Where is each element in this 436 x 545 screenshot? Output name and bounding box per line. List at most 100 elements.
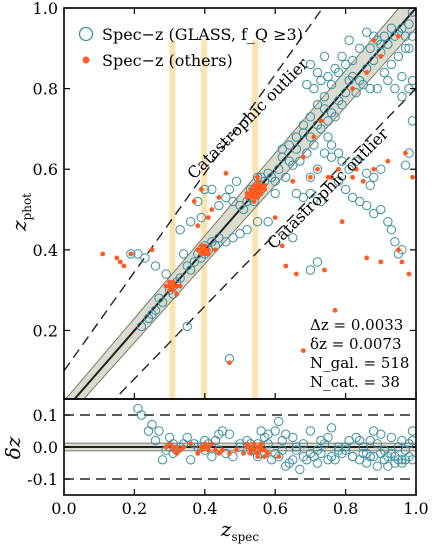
legend-marker-glass	[78, 26, 94, 42]
outlier-line-upper	[64, 8, 324, 372]
glass-point	[214, 200, 224, 211]
other-point	[364, 70, 370, 75]
other-point	[202, 247, 208, 253]
glass-point	[326, 152, 337, 162]
glass-point	[312, 164, 323, 174]
other-point	[258, 186, 264, 192]
other-point	[202, 251, 208, 257]
residual-glass-point	[369, 426, 379, 436]
legend-label-others: Spec−z (others)	[102, 51, 233, 70]
glass-point	[319, 148, 330, 158]
residual-glass-point	[143, 426, 154, 436]
glass-point	[365, 43, 375, 54]
residual-glass-point	[164, 432, 175, 443]
glass-point	[298, 120, 309, 130]
residual-glass-point	[379, 445, 390, 455]
glass-point	[305, 59, 316, 70]
residual-other-point	[209, 441, 215, 447]
other-point	[198, 186, 204, 192]
residual-glass-point	[323, 455, 333, 465]
residual-other-point	[198, 447, 204, 453]
stat-n-gal: N_gal. = 518	[310, 354, 409, 372]
other-point	[258, 182, 264, 188]
glass-point	[347, 192, 358, 203]
other-point	[248, 191, 253, 196]
residual-glass-point	[281, 461, 291, 471]
residual-glass-point	[150, 435, 161, 446]
glass-point	[175, 225, 185, 235]
residual-other-point	[174, 444, 180, 450]
residual-glass-point	[288, 455, 298, 465]
residual-glass-point	[372, 461, 382, 471]
glass-point	[351, 156, 361, 166]
residual-glass-point	[386, 432, 397, 443]
other-point	[191, 199, 197, 204]
glass-point	[312, 257, 323, 267]
glass-point	[340, 59, 351, 70]
other-point	[364, 255, 370, 261]
glass-point	[175, 273, 185, 283]
residual-other-point	[244, 441, 250, 447]
residual-glass-point	[305, 426, 316, 436]
residual-glass-point	[312, 458, 323, 468]
other-point	[195, 247, 201, 253]
glass-point	[178, 249, 189, 259]
other-point	[209, 207, 215, 212]
stat-scatter: δz = 0.0073	[310, 335, 402, 353]
other-point	[251, 186, 257, 192]
glass-point	[291, 188, 302, 199]
residual-other-point	[170, 447, 176, 453]
glass-point	[330, 63, 340, 74]
glass-point	[274, 164, 284, 174]
residual-glass-point	[214, 429, 224, 439]
glass-point	[305, 265, 316, 275]
other-point	[410, 174, 415, 180]
glass-point	[407, 8, 416, 17]
other-point	[198, 243, 204, 249]
glass-point	[312, 100, 323, 110]
residual-glass-point	[358, 442, 368, 452]
residual-glass-point	[407, 435, 416, 446]
other-point	[251, 199, 257, 204]
residual-glass-point	[228, 451, 238, 462]
main-y-tick-label: 0.4	[33, 241, 58, 260]
glass-point	[270, 176, 280, 187]
residual-other-point	[265, 451, 271, 456]
glass-point	[319, 91, 330, 102]
glass-point	[316, 124, 326, 134]
legend-label-glass: Spec−z (GLASS, f_Q ≥3)	[102, 25, 303, 44]
residual-glass-point	[295, 464, 305, 475]
other-point	[244, 195, 250, 200]
glass-point	[312, 67, 323, 78]
residual-glass-point	[235, 439, 245, 449]
other-point	[167, 279, 173, 285]
glass-point	[242, 225, 252, 235]
other-point	[216, 195, 222, 200]
residual-glass-point	[154, 426, 164, 436]
glass-point	[404, 43, 414, 54]
other-point	[378, 259, 384, 265]
glass-point	[189, 257, 199, 267]
glass-point	[214, 233, 224, 243]
residual-glass-point	[298, 451, 309, 462]
glass-point	[386, 23, 397, 33]
residual-glass-point	[302, 455, 312, 465]
residual-glass-point	[344, 435, 354, 446]
glass-point	[270, 188, 280, 199]
other-point	[174, 283, 180, 289]
main-x-tickmarks	[63, 8, 417, 399]
glass-point	[379, 67, 390, 78]
other-point	[396, 247, 401, 253]
other-point	[205, 247, 211, 253]
legend: Spec−z (GLASS, f_Q ≥3) Spec−z (others)	[78, 25, 303, 70]
residual-glass-point	[330, 455, 340, 465]
glass-point	[383, 216, 393, 227]
glass-point	[182, 261, 192, 271]
glass-point	[224, 184, 235, 195]
residual-y-ticks: 0.1 0.0 -0.1	[27, 406, 70, 489]
other-point	[322, 267, 327, 273]
main-y-tick-label: 0.2	[33, 321, 58, 340]
glass-point	[390, 237, 400, 247]
other-point	[255, 186, 260, 192]
